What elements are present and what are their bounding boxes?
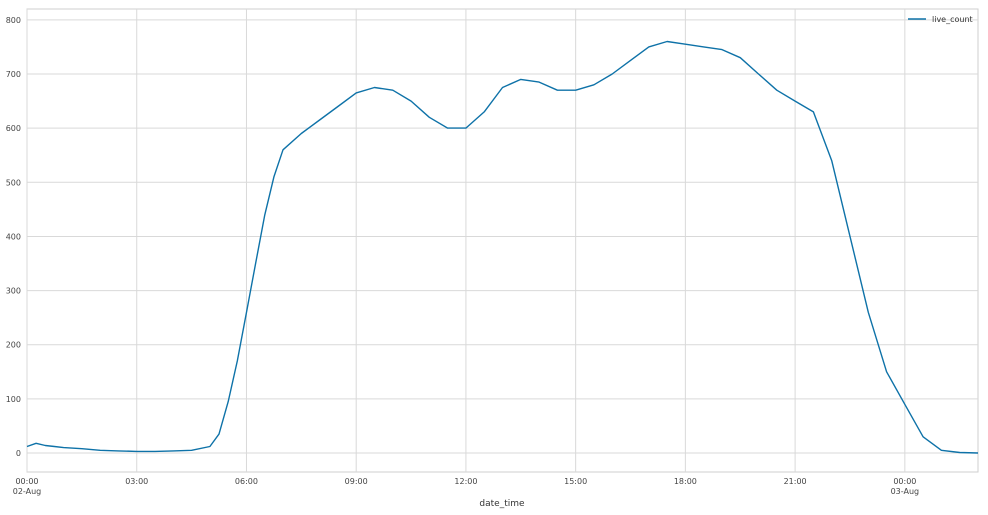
y-tick-label: 800: [6, 16, 21, 25]
x-tick-label: 06:00: [235, 477, 258, 486]
x-tick-label: 09:00: [345, 477, 368, 486]
legend-label: live_count: [932, 15, 973, 24]
x-tick-label: 00:00: [893, 477, 916, 486]
y-tick-label: 400: [6, 232, 21, 241]
y-tick-label: 100: [6, 395, 21, 404]
y-axis-ticks: 0 100 200 300 400 500 600 700 800: [6, 16, 21, 458]
x-tick-label: 12:00: [454, 477, 477, 486]
legend: live_count: [908, 15, 973, 24]
x-tick-label: 03:00: [125, 477, 148, 486]
x-tick-label: 18:00: [674, 477, 697, 486]
x-tick-label: 00:00: [15, 477, 38, 486]
series-line-live-count: [26, 40, 979, 454]
plot-area: [26, 8, 979, 473]
y-tick-label: 0: [16, 449, 21, 458]
x-tick-sublabel: 02-Aug: [13, 487, 42, 496]
x-tick-label: 15:00: [564, 477, 587, 486]
x-tick-sublabel: 03-Aug: [891, 487, 920, 496]
gridlines: [26, 9, 978, 472]
y-tick-label: 200: [6, 341, 21, 350]
x-axis-label: date_time: [479, 499, 525, 509]
y-tick-label: 700: [6, 70, 21, 79]
y-tick-label: 500: [6, 178, 21, 187]
y-tick-label: 600: [6, 124, 21, 133]
x-tick-label: 21:00: [784, 477, 807, 486]
y-tick-label: 300: [6, 287, 21, 296]
